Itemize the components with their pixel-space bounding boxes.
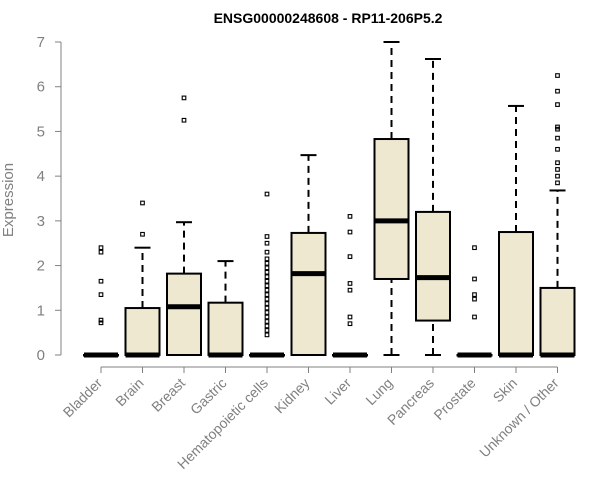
y-tick-label: 1 [37,302,45,319]
outlier-point [98,317,104,323]
y-tick-label: 7 [37,34,45,51]
outlier-point [264,287,270,293]
outlier-point [347,287,353,293]
outlier-point [264,260,270,266]
x-tick-label: Brain [112,375,146,409]
outlier-point [347,229,353,235]
box-3 [207,301,244,357]
outlier-point [264,292,270,297]
outlier-point [264,283,270,289]
chart-title: ENSG00000248608 - RP11-206P5.2 [214,10,443,26]
box-5 [290,231,327,356]
x-tick-label: Breast [148,375,188,415]
x-tick-label: Prostate [430,375,478,423]
y-axis-label: Expression [0,163,17,237]
box-11 [539,286,576,356]
box-8 [415,210,451,322]
outlier-point [181,117,187,123]
x-tick-label: Lung [362,375,395,408]
outlier-point [555,173,560,179]
y-tick-label: 3 [37,213,45,230]
outlier-point [472,245,477,251]
outlier-point [98,278,104,284]
box-10 [498,231,534,357]
outlier-point [264,240,270,246]
outlier-point [347,281,353,286]
x-tick-label: Bladder [60,375,106,421]
outlier-point [98,245,104,251]
outlier-point [264,191,270,197]
outlier-point [264,314,270,320]
box-2 [166,272,202,356]
y-tick-label: 5 [37,123,45,140]
outlier-point [347,214,353,219]
outlier-point [555,124,560,130]
outlier-point [555,146,560,152]
outlier-point [264,234,270,239]
y-tick-label: 2 [37,258,45,275]
outlier-point [98,292,104,297]
outlier-point [264,301,270,306]
x-tick-label: Liver [321,375,354,408]
outlier-point [264,249,270,255]
x-tick-label: Unknown / Other [476,375,562,461]
outlier-point [347,321,353,327]
box-7 [373,138,410,280]
outlier-point [264,332,270,338]
outlier-point [98,249,104,255]
outlier-point [264,323,270,329]
box-1 [124,307,161,356]
outlier-point [472,314,477,320]
outlier-point [264,274,270,280]
outlier-point [555,160,560,166]
outlier-point [555,167,560,172]
outlier-point [472,296,477,302]
outlier-point [555,88,560,94]
outlier-point [555,135,560,141]
outlier-point [264,310,270,315]
outlier-point [472,292,477,297]
outlier-point [555,180,560,186]
outlier-point [264,296,270,302]
outlier-point [264,328,270,333]
x-tick-label: Kidney [271,375,313,417]
outlier-point [264,265,270,271]
outlier-point [140,231,145,237]
outlier-point [347,254,353,259]
outlier-point [264,319,270,324]
outlier-point [264,269,270,275]
outlier-point [98,320,104,326]
outlier-point [181,95,187,101]
y-tick-label: 0 [37,347,45,364]
outlier-point [140,200,145,206]
outlier-point [555,102,560,107]
outlier-point [264,305,270,311]
outlier-point [347,314,353,320]
y-tick-label: 4 [37,168,45,185]
outlier-point [264,256,270,262]
y-tick-label: 6 [37,79,45,96]
x-tick-label: Skin [490,375,521,406]
outlier-point [264,278,270,284]
outlier-point [472,276,477,282]
outlier-point [555,73,560,78]
